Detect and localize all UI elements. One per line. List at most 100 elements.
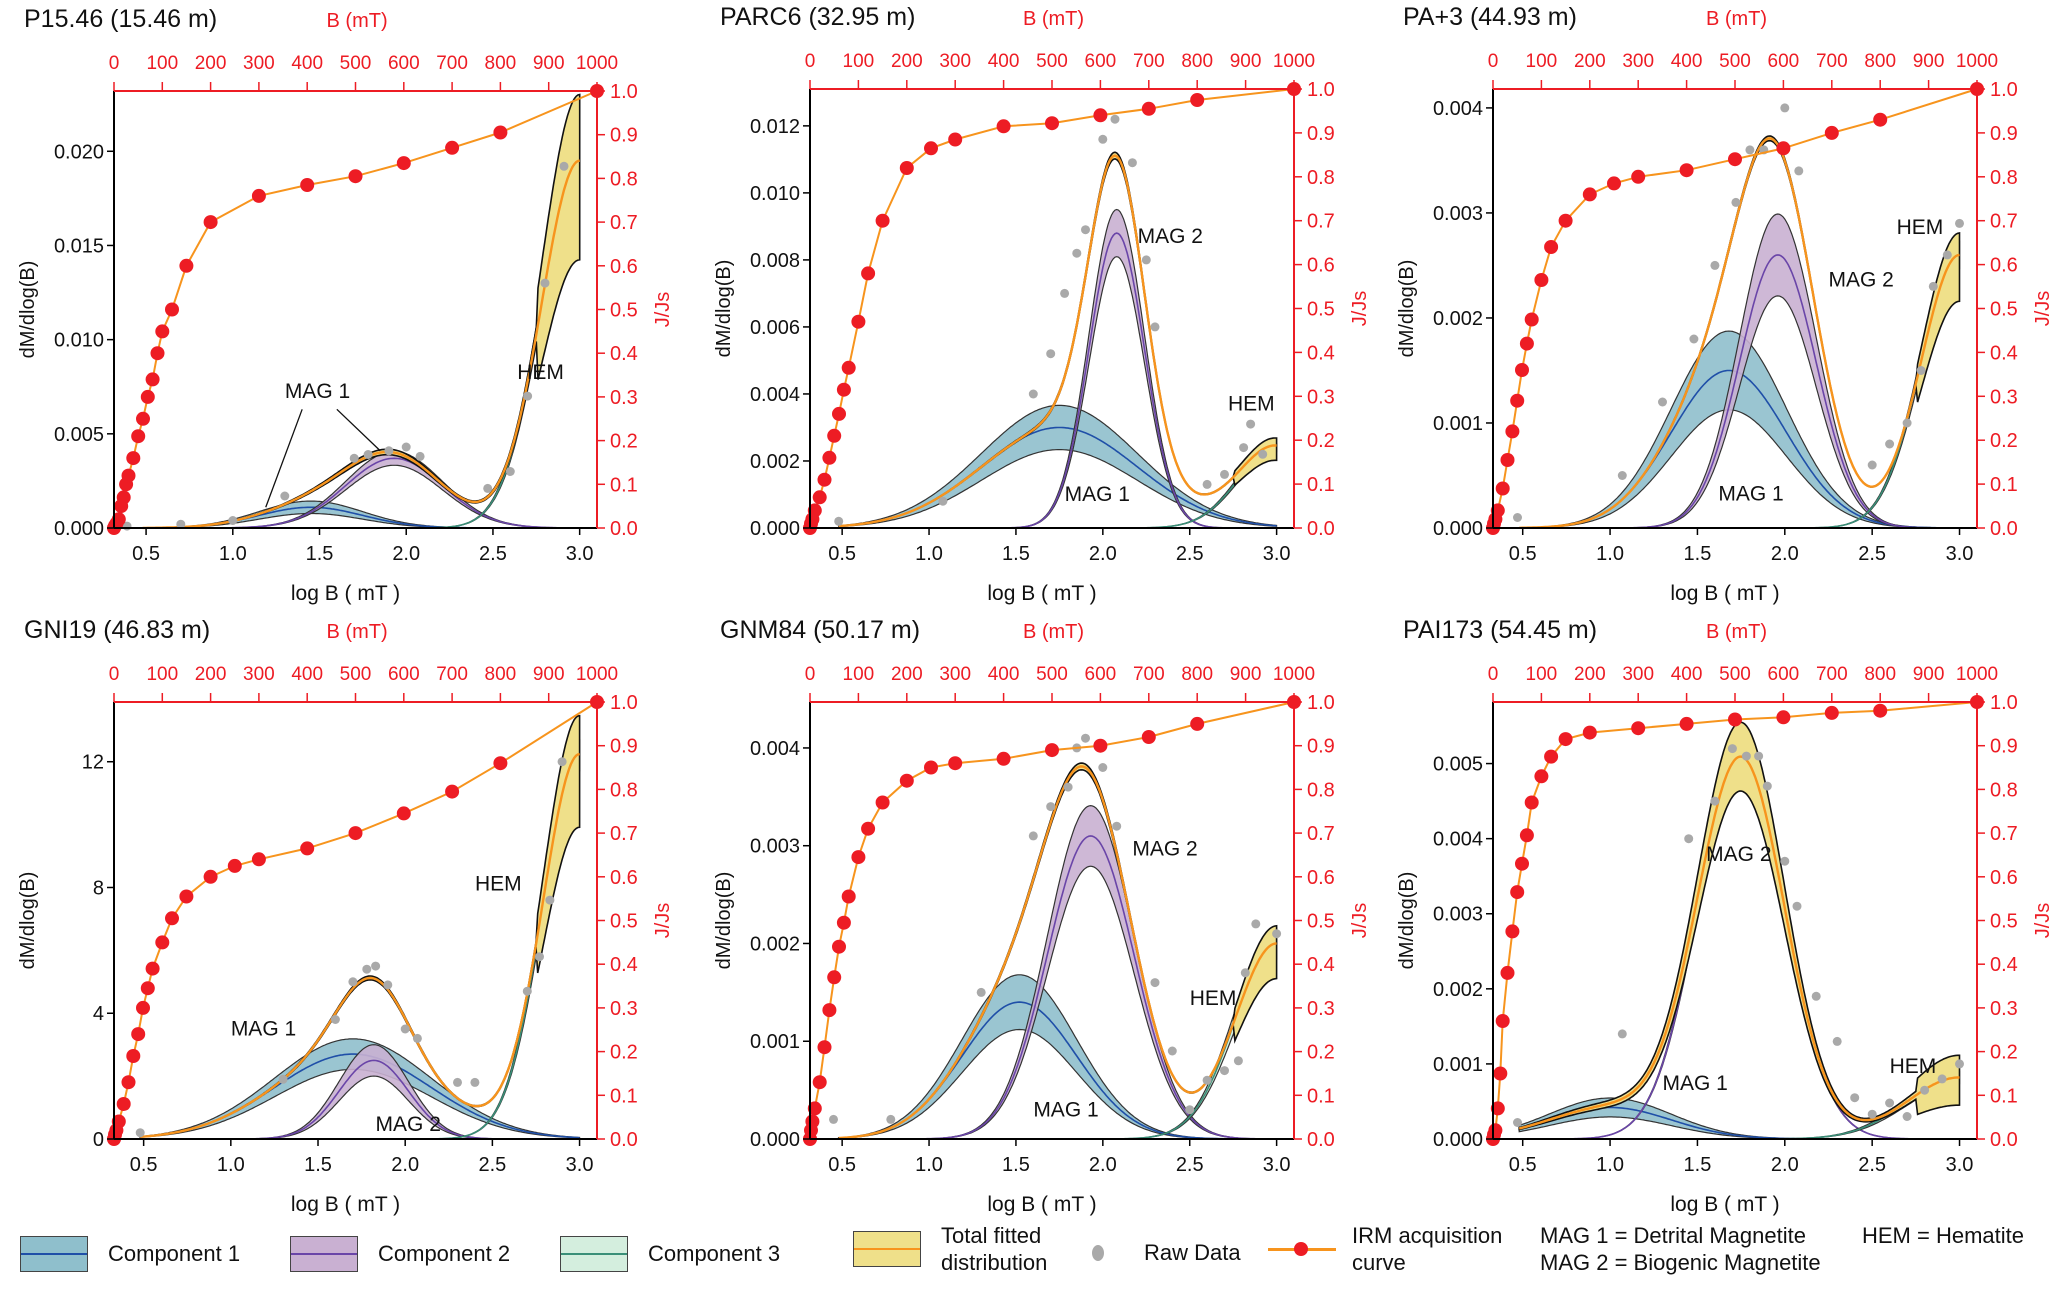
legend-irm-label: IRM acquisition curve [1352,1223,1503,1275]
raw-data-point [383,980,393,990]
right-tick-label: 0.2 [610,431,638,453]
raw-data-point [1246,419,1256,429]
right-tick-label: 0.4 [1990,954,2018,976]
raw-data-point [1754,751,1764,761]
x-tick-label: 3.0 [1946,543,1974,565]
raw-data-point [412,1033,422,1043]
right-tick-label: 0.4 [610,954,638,976]
raw-data-point [1850,1093,1860,1103]
irm-point [1490,1101,1505,1116]
top-tick-label: 1000 [1273,51,1315,72]
raw-data-point [1081,225,1090,235]
irm-point [1045,743,1059,758]
top-tick-label: 800 [485,53,517,74]
irm-point [996,751,1011,766]
irm-point [851,850,866,865]
irm-line-icon [1268,1242,1336,1256]
raw-data-point [1684,834,1694,844]
legend-component-1-label: Component 1 [108,1241,241,1266]
raw-data-point [1098,134,1108,144]
panel-title: P15.46 (15.46 m) [24,5,217,33]
irm-point [136,411,150,426]
irm-point [807,1101,822,1116]
component-1-band [838,404,1278,528]
raw-data-point [1220,469,1229,479]
raw-data-point [330,1015,340,1024]
raw-data-point [400,1024,410,1034]
raw-data-point [1110,114,1120,124]
right-tick-label: 0.8 [610,779,638,801]
total-fit-line [838,154,1277,528]
legend-raw-label: Raw Data [1144,1240,1241,1265]
right-tick-label: 0.3 [610,387,638,409]
x-tick-label: 1.5 [1684,543,1712,565]
right-tick-label: 0.1 [610,474,638,496]
irm-point [1519,828,1534,843]
irm-point [822,450,837,465]
raw-data-point [415,451,425,461]
irm-point [924,760,938,775]
right-tick-label: 1.0 [1307,692,1335,714]
right-tick-label: 0.6 [1307,867,1335,889]
component-2-mean-line [1519,758,1960,1140]
raw-data-point [522,986,532,996]
hem-definition: HEM = Hematite [1862,1223,2024,1248]
raw-data-point [1513,513,1522,522]
raw-data-point [1617,471,1627,480]
right-tick-label: 0.0 [1307,1129,1335,1151]
right-tick-label: 0.5 [1990,911,2018,933]
legend-irm: IRM acquisition curve [1268,1222,1502,1276]
irm-point [861,821,876,836]
top-tick-label: 800 [1864,664,1896,685]
raw-data-point [1513,1118,1522,1127]
right-tick-label: 0.8 [1307,779,1335,801]
x-tick-label: 0.5 [1509,1154,1537,1176]
irm-point [140,981,155,996]
top-tick-label: 800 [1181,664,1213,685]
raw-data-point [1792,901,1802,911]
y-tick-label: 0.002 [750,933,800,955]
raw-data-point [363,450,373,459]
top-tick-label: 100 [843,664,875,685]
irm-point [996,119,1011,134]
chart-panel-2: PARC6 (32.95 m) B (mT) 0.5 1.0 1.5 2.0 2.5 3.0 l… [713,3,1371,605]
component-label: MAG 2 [1138,225,1203,248]
total-swatch [853,1231,921,1267]
right-tick-label: 1.0 [1990,692,2018,714]
right-tick-label: 0.7 [610,212,638,234]
irm-point [1093,738,1108,753]
raw-data-point [135,1128,145,1138]
raw-data-point [886,1114,896,1124]
irm-point [861,266,876,281]
panel-title: GNM84 (50.17 m) [720,616,920,644]
x-tick-label: 0.5 [828,543,856,565]
top-tick-label: 700 [1133,51,1165,72]
irm-point [899,161,914,175]
raw-data-point [1885,439,1895,449]
raw-data-point [1239,443,1249,453]
raw-data-point [829,1114,838,1124]
irm-point [396,156,411,171]
component-label: HEM [1897,216,1944,239]
legend: Component 1 Component 2 Component 3 Tota… [0,1222,2067,1302]
top-tick-label: 400 [988,664,1020,685]
right-tick-label: 0.1 [1307,1085,1335,1107]
legend-hem: HEM = Hematite [1862,1222,2024,1249]
top-tick-label: 700 [1816,51,1848,72]
legend-raw: Raw Data [1092,1240,1241,1266]
raw-data-point [1902,418,1912,428]
right-tick-label: 0.1 [1990,474,2018,496]
top-axis-label: B (mT) [1706,8,1767,30]
irm-point [1776,710,1791,725]
right-tick-label: 0.3 [1990,998,2018,1020]
y-axis-label: dM/dlog(B) [17,261,39,359]
top-tick-label: 1000 [1956,664,1998,685]
right-tick-label: 0.0 [1990,518,2018,540]
mag1-definition: MAG 1 = Detrital Magnetite [1540,1223,1806,1248]
x-tick-label: 2.5 [478,1154,506,1176]
irm-point [1873,703,1888,718]
top-tick-label: 700 [436,664,468,685]
irm-point [131,1027,146,1042]
raw-data-point [1046,349,1056,359]
irm-point [1515,856,1529,871]
